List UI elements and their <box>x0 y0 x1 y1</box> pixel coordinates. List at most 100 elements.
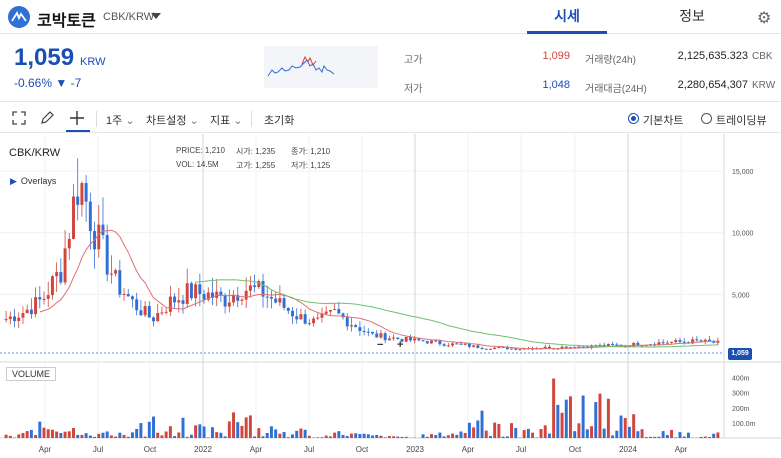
gear-icon[interactable]: ⚙ <box>757 10 772 27</box>
candle-body <box>480 348 484 350</box>
basic-chart-label[interactable]: 기본차트 <box>643 115 684 127</box>
candle-body <box>13 316 17 322</box>
volume-axis-tick: 300m <box>732 391 750 398</box>
fullscreen-icon[interactable] <box>10 109 30 129</box>
toolbar-divider <box>251 111 252 127</box>
candle-body <box>328 309 332 312</box>
pair-label: CBK/KRW <box>103 11 155 23</box>
candle-body <box>181 300 185 304</box>
candle-body <box>560 346 564 349</box>
volume-bar <box>80 434 84 438</box>
reset-button[interactable]: 초기화 <box>264 115 295 127</box>
volume-axis-tick: 400m <box>732 376 750 383</box>
candle-body <box>514 348 518 350</box>
volume-bar <box>379 435 383 438</box>
tab-info[interactable]: 정보 <box>679 8 705 24</box>
candle-body <box>459 343 463 345</box>
candle-body <box>358 327 362 331</box>
volume-bar <box>122 434 126 438</box>
volume-bar <box>278 433 282 438</box>
candle-body <box>299 314 303 320</box>
price-unit: KRW <box>80 56 106 68</box>
volume-bar <box>366 434 370 438</box>
volume-bar <box>307 435 311 438</box>
moving-average-short-line <box>39 229 718 350</box>
volume-bar <box>257 428 261 438</box>
volume-bar <box>345 435 349 438</box>
zoom-in-button[interactable]: + <box>397 339 404 351</box>
crosshair-icon[interactable] <box>68 109 88 129</box>
tab-quote[interactable]: 시세 <box>527 0 607 34</box>
candle-body <box>164 311 168 313</box>
volume-axis-tick: 100.0m <box>732 421 756 428</box>
pencil-icon[interactable] <box>38 109 58 129</box>
volume-bar <box>286 437 290 438</box>
volume-bar <box>493 422 497 438</box>
volume-bar <box>303 429 307 438</box>
volume-bar <box>168 426 172 438</box>
candle-body <box>392 337 396 339</box>
chart-settings-menu[interactable]: 차트설정 ⌄ <box>146 115 199 127</box>
candle-body <box>366 331 370 333</box>
volume-bar <box>712 433 716 438</box>
high-value: 1,099 <box>542 50 570 62</box>
volume-bar <box>707 436 711 438</box>
candle-body <box>417 338 421 341</box>
candle-body <box>253 285 257 288</box>
candle-body <box>105 235 109 275</box>
tradingview-radio[interactable] <box>701 113 712 124</box>
volume-bar <box>602 428 606 438</box>
candle-body <box>316 317 320 319</box>
volume-bar <box>130 432 134 438</box>
candle-body <box>636 342 640 346</box>
volume-bar <box>560 412 564 438</box>
candle-body <box>147 306 151 318</box>
time-axis-tick: Apr <box>462 445 475 454</box>
candle-body <box>50 276 54 296</box>
candle-body <box>189 283 193 299</box>
volume-bar <box>328 436 332 438</box>
candle-body <box>665 342 669 344</box>
volume-bar <box>59 433 63 438</box>
ohlc-close: 종가: 1,210 <box>291 147 331 156</box>
candle-body <box>198 284 202 295</box>
candle-body <box>261 280 265 297</box>
indicators-menu[interactable]: 지표 ⌄ <box>210 115 243 127</box>
candle-body <box>387 338 391 341</box>
volume-bar <box>619 415 623 438</box>
tradingview-label[interactable]: 트레이딩뷰 <box>716 115 767 127</box>
volume-bar <box>703 436 707 438</box>
volume-bar <box>295 430 299 438</box>
overlays-toggle[interactable]: ▶ Overlays <box>10 176 57 186</box>
volume-bar <box>649 436 652 438</box>
volume-bar <box>333 432 337 438</box>
volume-bar <box>198 424 202 438</box>
candle-body <box>505 347 509 350</box>
volume-bar <box>505 436 509 438</box>
volume-bar <box>573 431 577 438</box>
coin-name: 코박토큰 <box>37 13 96 30</box>
candle-body <box>274 298 278 303</box>
candle-body <box>38 297 42 300</box>
candle-body <box>484 348 488 350</box>
volume-bar <box>88 435 92 438</box>
candle-body <box>379 333 383 338</box>
volume-bar <box>232 412 236 438</box>
candle-body <box>269 296 273 299</box>
zoom-out-button[interactable]: − <box>377 339 384 351</box>
volume-bar <box>126 436 130 438</box>
volume-bar <box>480 410 484 438</box>
candlestick-chart-svg[interactable]: 15,000 10,000 5,000 400m 300m 200m 100.0m Apr Ju… <box>0 134 781 458</box>
volume-bar <box>497 423 501 438</box>
volume-bar <box>34 434 38 438</box>
candle-body <box>451 343 455 346</box>
volume-bar <box>265 433 269 438</box>
candle-body <box>413 338 417 341</box>
candle-body <box>76 196 80 205</box>
price-chart[interactable]: 15,000 10,000 5,000 400m 300m 200m 100.0m Apr Ju… <box>0 134 781 458</box>
period-select[interactable]: 1주 ⌄ <box>106 115 135 127</box>
basic-chart-radio[interactable] <box>628 113 639 124</box>
candle-body <box>223 295 227 307</box>
volume-bar <box>552 378 556 438</box>
coin-selector-chevron-down-icon[interactable] <box>151 13 161 19</box>
